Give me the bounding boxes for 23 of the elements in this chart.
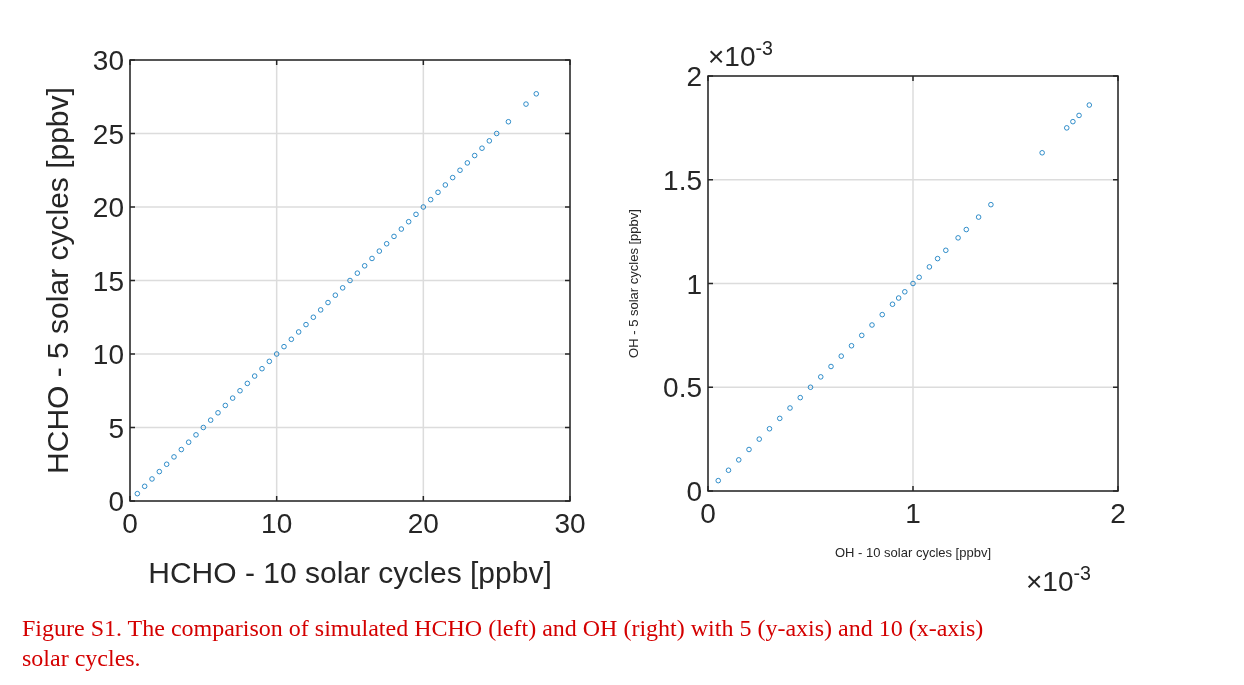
x-tick-label: 10 xyxy=(261,508,293,539)
text: ×10$^{-3}$ xyxy=(1026,562,1092,597)
x-tick-label: 1 xyxy=(905,498,921,529)
text: ×10$^{-3}$ xyxy=(708,37,774,72)
y-tick-label: 0 xyxy=(686,476,702,507)
y-tick-label: 0.5 xyxy=(663,372,702,404)
y-tick-label: 1 xyxy=(686,268,702,300)
y-tick-label: 25 xyxy=(92,118,124,150)
caption: Figure S1. The comparison of simulated HCHO (left) and OH (right) with 5 (y-axis) and 10 (x-axis) solar cycles. xyxy=(22,615,984,671)
y-tick-label: 1.5 xyxy=(663,164,702,196)
x-axis-title: HCHO - 10 solar cycles [ppbv] xyxy=(148,556,552,589)
y-tick-label: 30 xyxy=(92,45,124,76)
x-axis-title: OH - 10 solar cycles [ppbv] xyxy=(834,545,992,560)
x-tick-label: 2 xyxy=(1110,498,1126,529)
y-tick-label: 5 xyxy=(108,412,124,444)
y-tick-label: 2 xyxy=(686,61,702,92)
x-tick-label: 20 xyxy=(407,508,439,539)
y-axis-title: HCHO - 5 solar cycles [ppbv] xyxy=(41,87,74,474)
y-tick-label: 10 xyxy=(92,339,124,370)
x-tick-label: 30 xyxy=(554,508,586,539)
y-tick-label: 15 xyxy=(92,265,124,297)
y-axis-title: OH - 5 solar cycles [ppbv] xyxy=(626,209,641,358)
y-tick-label: 20 xyxy=(92,192,124,223)
